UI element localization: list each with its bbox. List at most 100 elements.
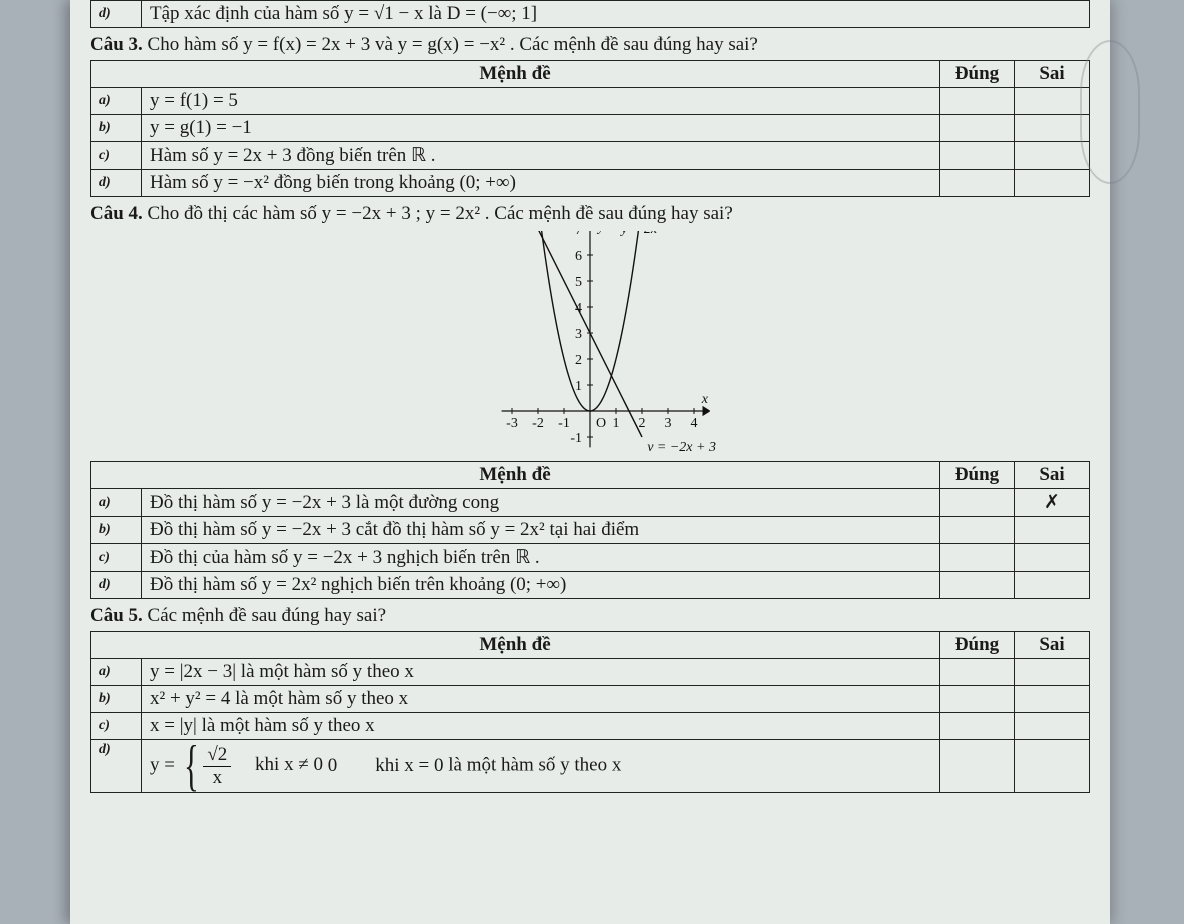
row-text: y = { √2 x khi x ≠ 0 0 kh	[142, 740, 940, 793]
cell-sai[interactable]	[1015, 115, 1090, 142]
svg-text:-2: -2	[532, 416, 544, 431]
piecewise: √2 x khi x ≠ 0 0 khi x = 0	[203, 744, 443, 789]
q3-title: Câu 3. Cho hàm số y = f(x) = 2x + 3 và y…	[90, 34, 1090, 56]
q4-title-rest: Cho đồ thị các hàm số y = −2x + 3 ; y = …	[148, 203, 733, 224]
table-row: d)Đồ thị hàm số y = 2x² nghịch biến trên…	[91, 572, 1090, 599]
cell-sai[interactable]	[1015, 686, 1090, 713]
q4-chart: -3-2-112341234567-1Oyxy = 2x²y = −2x + 3	[90, 231, 1090, 457]
row-label: a)	[91, 659, 142, 686]
cell-sai[interactable]	[1015, 659, 1090, 686]
cell-sai[interactable]	[1015, 572, 1090, 599]
row-label: c)	[91, 544, 142, 572]
svg-text:-1: -1	[570, 431, 582, 446]
q3-title-rest: Cho hàm số y = f(x) = 2x + 3 và y = g(x)…	[148, 34, 758, 55]
q5-row-d: d) y = { √2 x khi x ≠ 0 0	[91, 740, 1090, 793]
piece2-cond: khi x = 0	[375, 754, 443, 775]
svg-text:-3: -3	[506, 416, 518, 431]
cell-sai[interactable]	[1015, 517, 1090, 544]
header-sai: Sai	[1015, 632, 1090, 659]
row-text: x² + y² = 4 là một hàm số y theo x	[142, 686, 940, 713]
cell-sai[interactable]	[1015, 170, 1090, 197]
q5-title-prefix: Câu 5.	[90, 605, 143, 626]
row-text: Đồ thị hàm số y = −2x + 3 là một đường c…	[142, 489, 940, 517]
table-row: a)y = |2x − 3| là một hàm số y theo x	[91, 659, 1090, 686]
fraction-num: √2	[203, 744, 231, 767]
q5-title-rest: Các mệnh đề sau đúng hay sai?	[148, 605, 386, 626]
svg-text:x: x	[701, 392, 709, 407]
svg-text:3: 3	[665, 416, 672, 431]
header-statement: Mệnh đề	[91, 632, 940, 659]
y-equals: y =	[150, 754, 175, 775]
svg-text:y = 2x²: y = 2x²	[619, 231, 662, 237]
row-text: Đồ thị hàm số y = 2x² nghịch biến trên k…	[142, 572, 940, 599]
svg-text:y = −2x + 3: y = −2x + 3	[645, 440, 716, 451]
tail-text: là một hàm số y theo x	[448, 754, 621, 775]
header-dung: Đúng	[940, 61, 1015, 88]
row-label: d)	[91, 1, 142, 28]
q5-table: Mệnh đề Đúng Sai a)y = |2x − 3| là một h…	[90, 631, 1090, 793]
row-text: Hàm số y = 2x + 3 đồng biến trên ℝ .	[142, 142, 940, 170]
row-text: Đồ thị hàm số y = −2x + 3 cắt đồ thị hàm…	[142, 517, 940, 544]
table-row: b)y = g(1) = −1	[91, 115, 1090, 142]
q5-title: Câu 5. Các mệnh đề sau đúng hay sai?	[90, 605, 1090, 627]
header-statement: Mệnh đề	[91, 462, 940, 489]
worksheet-page: d) Tập xác định của hàm số y = √1 − x là…	[70, 0, 1110, 924]
row-label: b)	[91, 517, 142, 544]
cell-sai[interactable]	[1015, 88, 1090, 115]
table-row: c)x = |y| là một hàm số y theo x	[91, 713, 1090, 740]
prev-question-fragment: d) Tập xác định của hàm số y = √1 − x là…	[90, 0, 1090, 28]
cell-dung[interactable]	[940, 544, 1015, 572]
cell-sai[interactable]	[1015, 740, 1090, 793]
q4-title: Câu 4. Cho đồ thị các hàm số y = −2x + 3…	[90, 203, 1090, 225]
table-row: b)x² + y² = 4 là một hàm số y theo x	[91, 686, 1090, 713]
cell-dung[interactable]	[940, 740, 1015, 793]
header-statement: Mệnh đề	[91, 61, 940, 88]
header-dung: Đúng	[940, 632, 1015, 659]
piece2-expr: 0	[328, 754, 338, 775]
table-row: b)Đồ thị hàm số y = −2x + 3 cắt đồ thị h…	[91, 517, 1090, 544]
svg-text:6: 6	[575, 249, 582, 264]
header-sai: Sai	[1015, 61, 1090, 88]
q4-title-prefix: Câu 4.	[90, 203, 143, 224]
cell-sai[interactable]: ✗	[1015, 489, 1090, 517]
cell-sai[interactable]	[1015, 142, 1090, 170]
row-label: a)	[91, 489, 142, 517]
cell-dung[interactable]	[940, 489, 1015, 517]
cell-dung[interactable]	[940, 517, 1015, 544]
cell-dung[interactable]	[940, 659, 1015, 686]
q3-table: Mệnh đề Đúng Sai a)y = f(1) = 5b)y = g(1…	[90, 60, 1090, 197]
svg-text:2: 2	[575, 353, 582, 368]
row-text: Hàm số y = −x² đồng biến trong khoảng (0…	[142, 170, 940, 197]
row-label: d)	[91, 170, 142, 197]
cell-dung[interactable]	[940, 115, 1015, 142]
cell-dung[interactable]	[940, 713, 1015, 740]
svg-text:5: 5	[575, 275, 582, 290]
svg-text:O: O	[596, 416, 606, 431]
cell-dung[interactable]	[940, 88, 1015, 115]
svg-text:3: 3	[575, 327, 582, 342]
cell-dung[interactable]	[940, 170, 1015, 197]
q4-table: Mệnh đề Đúng Sai a)Đồ thị hàm số y = −2x…	[90, 461, 1090, 599]
table-row: a)y = f(1) = 5	[91, 88, 1090, 115]
row-text: Tập xác định của hàm số y = √1 − x là D …	[142, 1, 1090, 28]
row-label: c)	[91, 713, 142, 740]
row-text: y = g(1) = −1	[142, 115, 940, 142]
coordinate-graph: -3-2-112341234567-1Oyxy = 2x²y = −2x + 3	[430, 231, 750, 451]
cell-dung[interactable]	[940, 686, 1015, 713]
cell-sai[interactable]	[1015, 544, 1090, 572]
cell-dung[interactable]	[940, 142, 1015, 170]
row-label: d)	[91, 572, 142, 599]
cell-sai[interactable]	[1015, 713, 1090, 740]
cell-dung[interactable]	[940, 572, 1015, 599]
svg-text:4: 4	[691, 416, 698, 431]
row-label: b)	[91, 686, 142, 713]
table-header-row: Mệnh đề Đúng Sai	[91, 61, 1090, 88]
header-dung: Đúng	[940, 462, 1015, 489]
fraction-den: x	[203, 767, 231, 789]
row-text: Đồ thị của hàm số y = −2x + 3 nghịch biế…	[142, 544, 940, 572]
svg-text:y: y	[596, 231, 605, 235]
svg-text:1: 1	[613, 416, 620, 431]
table-row: c)Hàm số y = 2x + 3 đồng biến trên ℝ .	[91, 142, 1090, 170]
svg-text:1: 1	[575, 379, 582, 394]
table-row: a)Đồ thị hàm số y = −2x + 3 là một đường…	[91, 489, 1090, 517]
